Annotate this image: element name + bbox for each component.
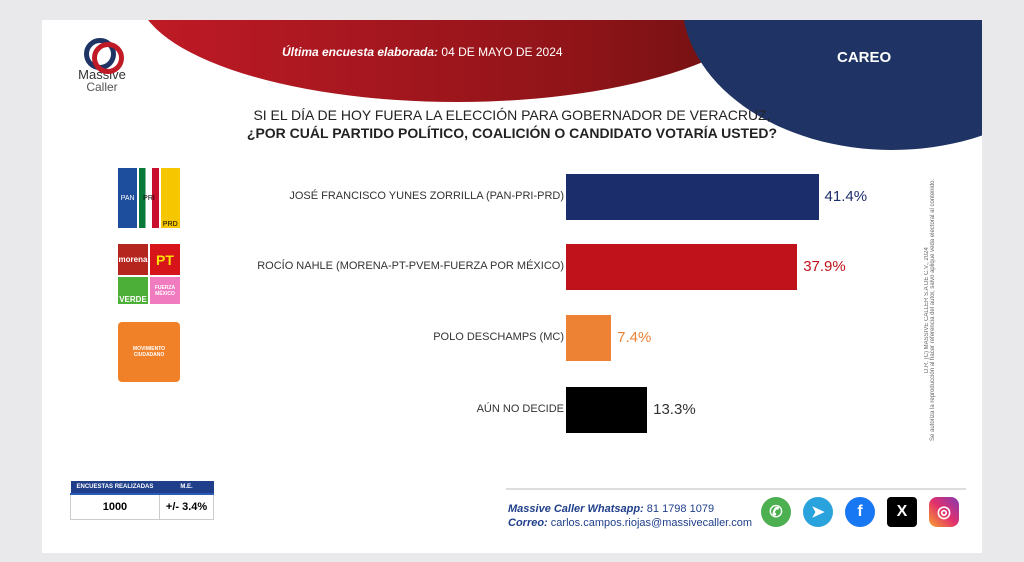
fuerza-mexico-logo: FUERZA MÉXICO xyxy=(150,277,180,304)
footer-divider xyxy=(506,488,966,490)
bar-value-label: 37.9% xyxy=(803,258,846,275)
date-label: Última encuesta elaborada: xyxy=(282,45,439,59)
prd-logo: PRD xyxy=(160,168,180,228)
question-line-2: ¿POR CUÁL PARTIDO POLÍTICO, COALICIÓN O … xyxy=(246,125,778,141)
bar xyxy=(566,244,798,290)
instagram-icon[interactable]: ◎ xyxy=(929,497,959,527)
legal-line-2: Se autoriza la reproducción al hacer ref… xyxy=(930,178,936,442)
encuestas-value: 1000 xyxy=(70,493,160,520)
date-value: 04 DE MAYO DE 2024 xyxy=(441,45,563,59)
bar xyxy=(566,315,612,361)
email-link[interactable]: carlos.campos.riojas@massivecaller.com xyxy=(550,517,753,529)
survey-stats-table: ENCUESTAS REALIZADAS M.E. 1000 +/- 3.4% xyxy=(70,481,215,520)
morena-coalition-logo: morena PT VERDE FUERZA MÉXICO xyxy=(118,244,180,304)
telegram-icon[interactable]: ➤ xyxy=(803,497,833,527)
careo-tag: CAREO xyxy=(837,49,892,66)
poll-card: Última encuesta elaborada: 04 DE MAYO DE… xyxy=(42,20,982,553)
whatsapp-icon[interactable]: ✆ xyxy=(761,497,791,527)
survey-date: Última encuesta elaborada: 04 DE MAYO DE… xyxy=(282,45,563,59)
logo-icon xyxy=(84,38,124,74)
me-value: +/- 3.4% xyxy=(158,493,215,520)
x-icon[interactable]: X xyxy=(887,497,917,527)
header-me: M.E. xyxy=(159,481,214,495)
whatsapp-label: Massive Caller Whatsapp: xyxy=(508,503,644,515)
pan-logo: PAN xyxy=(118,168,138,228)
email-label: Correo: xyxy=(508,517,548,529)
verde-logo: VERDE xyxy=(118,277,148,304)
massive-caller-logo: Massive Caller xyxy=(62,38,142,93)
bar-category-label: ROCÍO NAHLE (MORENA-PT-PVEM-FUERZA POR M… xyxy=(257,260,564,272)
bar-category-label: AÚN NO DECIDE xyxy=(476,403,564,415)
morena-logo: morena xyxy=(118,244,148,275)
bar xyxy=(566,387,648,433)
bar-category-label: JOSÉ FRANCISCO YUNES ZORRILLA (PAN-PRI-P… xyxy=(289,190,564,202)
pt-logo: PT xyxy=(150,244,180,275)
pri-logo: PRI xyxy=(139,168,159,228)
header-red-banner xyxy=(137,20,777,102)
question-title: SI EL DÍA DE HOY FUERA LA ELECCIÓN PARA … xyxy=(42,106,982,142)
pan-pri-prd-logo: PAN PRI PRD xyxy=(118,168,180,228)
bar xyxy=(566,174,819,220)
logo-text-2: Caller xyxy=(86,80,118,94)
legal-notice: D.R. (C) MASSIVE CALLER S.A DE C.V., 202… xyxy=(924,130,954,490)
bar-category-label: POLO DESCHAMPS (MC) xyxy=(433,331,564,343)
contact-info: Massive Caller Whatsapp: 81 1798 1079 Co… xyxy=(508,502,752,530)
mc-logo-text: MOVIMIENTO CIUDADANO xyxy=(132,346,166,358)
bar-value-label: 41.4% xyxy=(824,188,868,205)
whatsapp-number[interactable]: 81 1798 1079 xyxy=(646,503,715,515)
social-icons: ✆ ➤ f X ◎ xyxy=(761,497,959,527)
facebook-icon[interactable]: f xyxy=(845,497,875,527)
bar-value-label: 7.4% xyxy=(617,329,652,346)
question-line-1: SI EL DÍA DE HOY FUERA LA ELECCIÓN PARA … xyxy=(253,107,771,123)
mc-logo: MOVIMIENTO CIUDADANO xyxy=(118,322,180,382)
bar-value-label: 13.3% xyxy=(653,401,696,418)
header-encuestas: ENCUESTAS REALIZADAS xyxy=(70,481,160,495)
